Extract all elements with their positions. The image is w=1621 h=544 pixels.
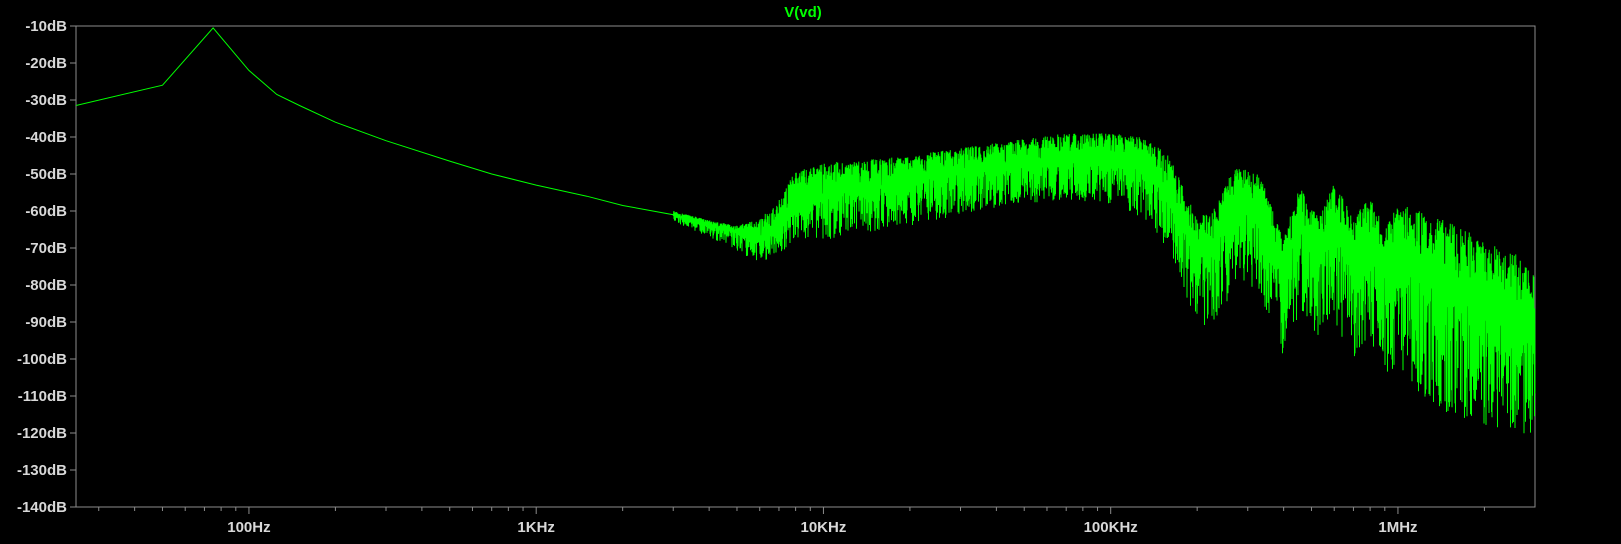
x-tick-label: 100Hz: [227, 519, 270, 536]
y-tick-label: -140dB: [17, 499, 67, 516]
y-tick-label: -30dB: [25, 92, 67, 109]
x-tick-label: 1KHz: [517, 519, 555, 536]
x-tick-label: 100KHz: [1084, 519, 1138, 536]
y-tick-label: -80dB: [25, 277, 67, 294]
x-tick-label: 10KHz: [801, 519, 847, 536]
chart-title: V(vd): [784, 4, 822, 21]
y-tick-label: -110dB: [18, 388, 67, 405]
y-tick-label: -60dB: [25, 203, 67, 220]
y-tick-label: -90dB: [25, 314, 67, 331]
series-trace: [75, 27, 1536, 434]
y-tick-label: -50dB: [25, 166, 67, 183]
y-tick-label: -70dB: [25, 240, 67, 257]
axis-layer: -10dB -20dB -30dB -40dB -50dB -60dB -70dB -80dB…: [17, 18, 1485, 536]
y-tick-label: -20dB: [25, 55, 67, 72]
x-tick-label: 1MHz: [1378, 519, 1417, 536]
y-tick-label: -40dB: [25, 129, 67, 146]
trace-layer: [75, 27, 1536, 434]
y-tick-label: -130dB: [17, 462, 67, 479]
y-tick-label: -10dB: [25, 18, 67, 35]
y-tick-label: -120dB: [17, 425, 67, 442]
y-tick-label: -100dB: [17, 351, 67, 368]
